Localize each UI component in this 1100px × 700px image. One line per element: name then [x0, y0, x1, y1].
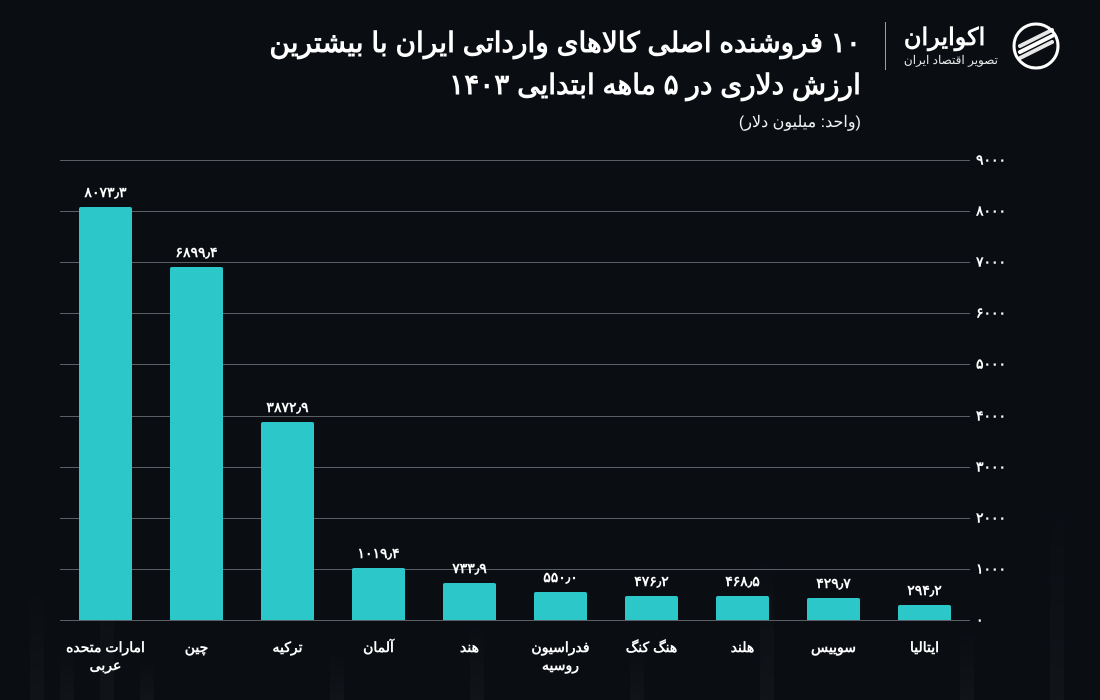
bar-value-label: ۴۶۸٫۵	[725, 573, 760, 590]
y-tick-label: ۱۰۰۰	[976, 560, 1030, 577]
bar-rect	[261, 422, 314, 620]
bar: ۷۳۳٫۹	[428, 160, 511, 620]
x-tick-label: هند	[428, 638, 511, 674]
y-tick-label: ۰	[976, 612, 1030, 629]
x-tick-label: امارات متحده عربی	[64, 638, 147, 674]
y-tick-label: ۴۰۰۰	[976, 407, 1030, 424]
bar: ۴۶۸٫۵	[701, 160, 784, 620]
x-tick-label: هنگ کنگ	[610, 638, 693, 674]
x-tick-label: چین	[155, 638, 238, 674]
bar-rect	[898, 605, 951, 620]
y-tick-label: ۸۰۰۰	[976, 203, 1030, 220]
chart-subtitle: (واحد: میلیون دلار)	[40, 112, 861, 132]
bar-value-label: ۴۷۶٫۲	[634, 573, 669, 590]
y-tick-label: ۷۰۰۰	[976, 254, 1030, 271]
bar-value-label: ۱۰۱۹٫۴	[357, 545, 399, 562]
bar-value-label: ۲۹۴٫۲	[907, 582, 942, 599]
logo-name: اکوایران	[904, 24, 985, 53]
bar-rect	[716, 596, 769, 620]
header: اکوایران تصویر اقتصاد ایران ۱۰ فروشنده ا…	[40, 22, 1060, 132]
bar: ۶۸۹۹٫۴	[155, 160, 238, 620]
bar-value-label: ۸۰۷۳٫۳	[84, 184, 126, 201]
grid-line	[60, 620, 970, 621]
x-tick-label: فدراسیون روسیه	[519, 638, 602, 674]
bar-value-label: ۶۸۹۹٫۴	[175, 244, 217, 261]
bar-rect	[170, 267, 223, 620]
bar-rect	[443, 583, 496, 621]
bar: ۸۰۷۳٫۳	[64, 160, 147, 620]
bar: ۳۸۷۲٫۹	[246, 160, 329, 620]
x-tick-label: هلند	[701, 638, 784, 674]
x-tick-label: ترکیه	[246, 638, 329, 674]
bar-value-label: ۳۸۷۲٫۹	[266, 399, 308, 416]
bar-value-label: ۷۳۳٫۹	[452, 560, 487, 577]
bar-rect	[807, 598, 860, 620]
y-tick-label: ۶۰۰۰	[976, 305, 1030, 322]
y-tick-label: ۵۰۰۰	[976, 356, 1030, 373]
bar: ۱۰۱۹٫۴	[337, 160, 420, 620]
bar-value-label: ۵۵۰٫۰	[543, 569, 578, 586]
bar-chart: ۰۱۰۰۰۲۰۰۰۳۰۰۰۴۰۰۰۵۰۰۰۶۰۰۰۷۰۰۰۸۰۰۰۹۰۰۰۸۰۷…	[60, 160, 1030, 620]
title-block: ۱۰ فروشنده اصلی کالاهای وارداتی ایران با…	[40, 22, 861, 132]
bar: ۵۵۰٫۰	[519, 160, 602, 620]
chart-title: ۱۰ فروشنده اصلی کالاهای وارداتی ایران با…	[40, 22, 861, 106]
y-tick-label: ۳۰۰۰	[976, 458, 1030, 475]
x-tick-label: ایتالیا	[883, 638, 966, 674]
bar: ۴۷۶٫۲	[610, 160, 693, 620]
logo: اکوایران تصویر اقتصاد ایران	[885, 22, 1060, 70]
bar-rect	[625, 596, 678, 620]
ecoiran-logo-icon	[1012, 22, 1060, 70]
x-tick-label: آلمان	[337, 638, 420, 674]
bar-rect	[534, 592, 587, 620]
bar: ۲۹۴٫۲	[883, 160, 966, 620]
y-tick-label: ۲۰۰۰	[976, 509, 1030, 526]
bar: ۴۲۹٫۷	[792, 160, 875, 620]
bar-rect	[79, 207, 132, 620]
y-tick-label: ۹۰۰۰	[976, 152, 1030, 169]
x-tick-label: سوییس	[792, 638, 875, 674]
logo-tagline: تصویر اقتصاد ایران	[904, 53, 998, 67]
bar-rect	[352, 568, 405, 620]
bar-value-label: ۴۲۹٫۷	[816, 575, 851, 592]
